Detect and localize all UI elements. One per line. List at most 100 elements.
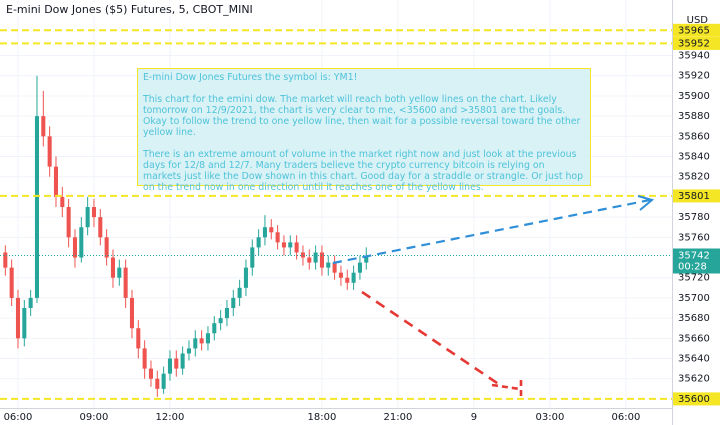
candle-body (338, 272, 343, 278)
candle-body (237, 287, 242, 298)
candle-body (148, 368, 153, 379)
candle-body (224, 308, 229, 319)
price-label: 35952 (678, 38, 710, 49)
candle-body (123, 267, 128, 298)
candle-body (364, 255, 369, 263)
price-label-box (673, 189, 720, 203)
price-label: 35600 (678, 394, 710, 405)
candle-body (15, 297, 21, 339)
currency: USD (687, 15, 709, 26)
candle-body (9, 267, 14, 298)
candle-body (193, 338, 198, 349)
candle-body (47, 136, 52, 167)
last-price-label: 35742 (678, 251, 710, 262)
y-tick-label: 35940 (678, 51, 710, 62)
last-price-box (673, 248, 720, 274)
candle-body (161, 373, 166, 389)
candle-body (262, 227, 267, 238)
candle-body (332, 262, 337, 273)
price-label-box (673, 36, 720, 50)
y-tick-label: 35680 (678, 313, 710, 324)
y-tick-label: 35860 (678, 131, 710, 142)
candle-body (167, 358, 172, 374)
price-label: 35801 (678, 191, 710, 202)
y-tick-label: 35620 (678, 374, 710, 385)
price-label-box (673, 392, 720, 406)
candle-body (357, 262, 362, 273)
candle-body (85, 207, 90, 228)
candle-body (174, 358, 179, 369)
candle-body (351, 272, 356, 283)
candle-body (98, 217, 103, 238)
x-tick-label: 06:00 (611, 412, 640, 423)
annotation-box: E-mini Dow Jones Futures the symbol is: … (137, 68, 591, 193)
candle-body (117, 267, 122, 278)
candle-body (345, 277, 350, 283)
y-tick-label: 35900 (678, 91, 710, 102)
candle-body (155, 378, 160, 389)
y-tick-label: 35780 (678, 212, 710, 223)
candle-body (91, 207, 96, 218)
candle-body (256, 237, 261, 248)
x-tick-label: 9 (471, 412, 477, 423)
candle-body (243, 267, 248, 288)
blue-arrow-head (637, 195, 655, 211)
candle-body (104, 237, 109, 258)
blue-trend-arrow (332, 198, 651, 265)
candle-body (110, 257, 115, 278)
candle-body (79, 227, 84, 258)
y-tick-label: 35760 (678, 232, 710, 243)
candle-body (41, 116, 46, 137)
candle-body (142, 348, 147, 369)
x-tick-label: 06:00 (4, 412, 33, 423)
candle-body (218, 318, 223, 324)
y-tick-label: 35920 (678, 71, 710, 82)
candle-body (205, 333, 210, 344)
x-tick-label: 03:00 (535, 412, 564, 423)
price-label: 35965 (678, 25, 710, 36)
candle-body (34, 116, 40, 298)
candle-body (250, 247, 255, 268)
annotation-text: This chart for the emini dow. The market… (143, 94, 581, 138)
candle-body (72, 237, 78, 258)
x-tick-label: 09:00 (80, 412, 109, 423)
candle-body (212, 323, 217, 334)
y-tick-label: 35820 (678, 172, 710, 183)
candle-body (269, 227, 274, 233)
x-tick-label: 18:00 (308, 412, 337, 423)
candle-body (199, 338, 204, 344)
x-tick-label: 21:00 (384, 412, 413, 423)
candle-body (313, 252, 318, 263)
y-tick-label: 35660 (678, 333, 710, 344)
candle-body (288, 242, 293, 248)
candle-body (275, 232, 280, 243)
candle-body (129, 297, 134, 329)
candle-body (326, 262, 331, 268)
candle-body (3, 252, 8, 268)
annotation-text: There is an extreme amount of volume in … (143, 149, 584, 193)
x-tick-label: 12:00 (156, 412, 185, 423)
candle-body (53, 166, 59, 197)
candle-body (28, 297, 33, 309)
candle-body (60, 196, 65, 208)
candle-body (180, 353, 185, 369)
candle-body (281, 242, 286, 248)
price-label-box (673, 23, 720, 37)
y-tick-label: 35640 (678, 354, 710, 365)
red-arrow-head (491, 380, 523, 396)
candle-body (231, 297, 236, 309)
chart-title: E-mini Dow Jones ($5) Futures, 5, CBOT_M… (6, 3, 253, 16)
y-tick-label: 35700 (678, 293, 710, 304)
candle-body (319, 252, 324, 268)
candle-body (136, 328, 141, 349)
candle-body (307, 257, 312, 263)
y-tick-label: 35880 (678, 111, 710, 122)
candle-body (22, 308, 27, 339)
annotation-text: E-mini Dow Jones Futures the symbol is: … (143, 72, 358, 83)
y-tick-label: 35720 (678, 273, 710, 284)
y-tick-label: 35840 (678, 152, 710, 163)
candle-body (300, 252, 305, 258)
candle-body (294, 242, 299, 253)
